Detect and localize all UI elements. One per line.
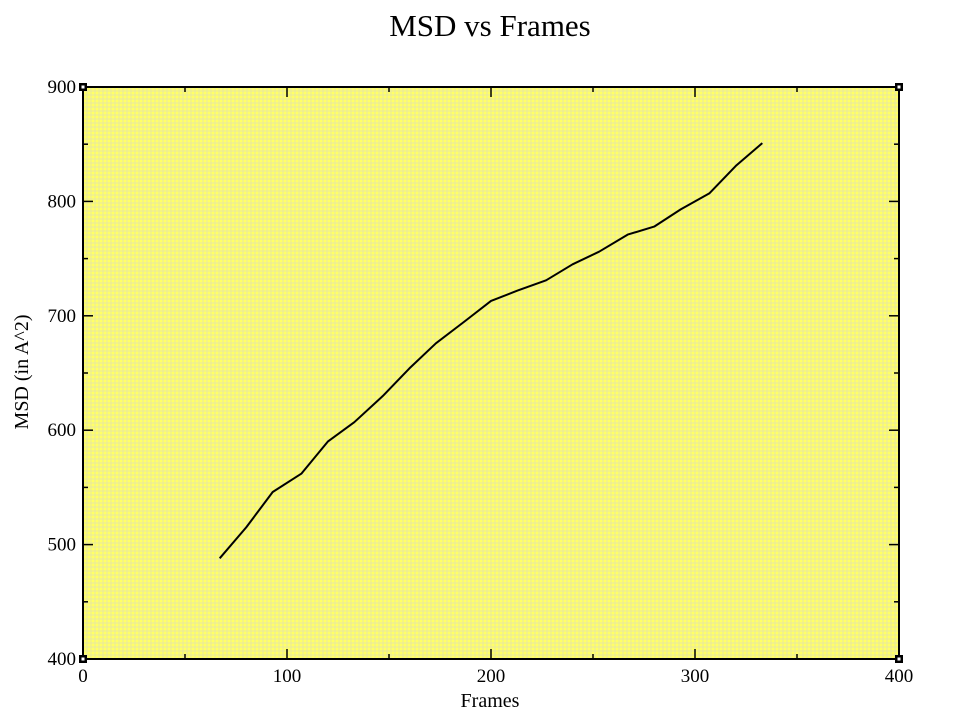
msd-series-line (218, 142, 763, 559)
x-tick-label: 300 (681, 666, 710, 687)
tick-labels: 0 100 200 300 400 400 500 600 700 800 900 (48, 77, 914, 687)
x-tick-label: 100 (273, 666, 302, 687)
corner-handle-center (81, 85, 85, 89)
grid (83, 87, 899, 659)
y-tick-label: 700 (48, 306, 77, 327)
corner-handle-center (81, 657, 85, 661)
series-layer (218, 142, 763, 559)
x-tick-label: 200 (477, 666, 506, 687)
corner-handle-center (897, 85, 901, 89)
y-tick-label: 900 (48, 77, 77, 98)
y-tick-label: 500 (48, 535, 77, 556)
y-tick-label: 600 (48, 420, 77, 441)
x-tick-label: 0 (78, 666, 88, 687)
corner-handle-center (897, 657, 901, 661)
y-tick-label: 800 (48, 191, 77, 212)
y-axis-title: MSD (in A^2) (11, 315, 33, 430)
chart-title: MSD vs Frames (389, 8, 591, 43)
x-tick-label: 400 (885, 666, 914, 687)
plot-corner-handles (79, 83, 903, 663)
y-tick-label: 400 (48, 649, 77, 670)
x-axis-title: Frames (461, 690, 520, 712)
